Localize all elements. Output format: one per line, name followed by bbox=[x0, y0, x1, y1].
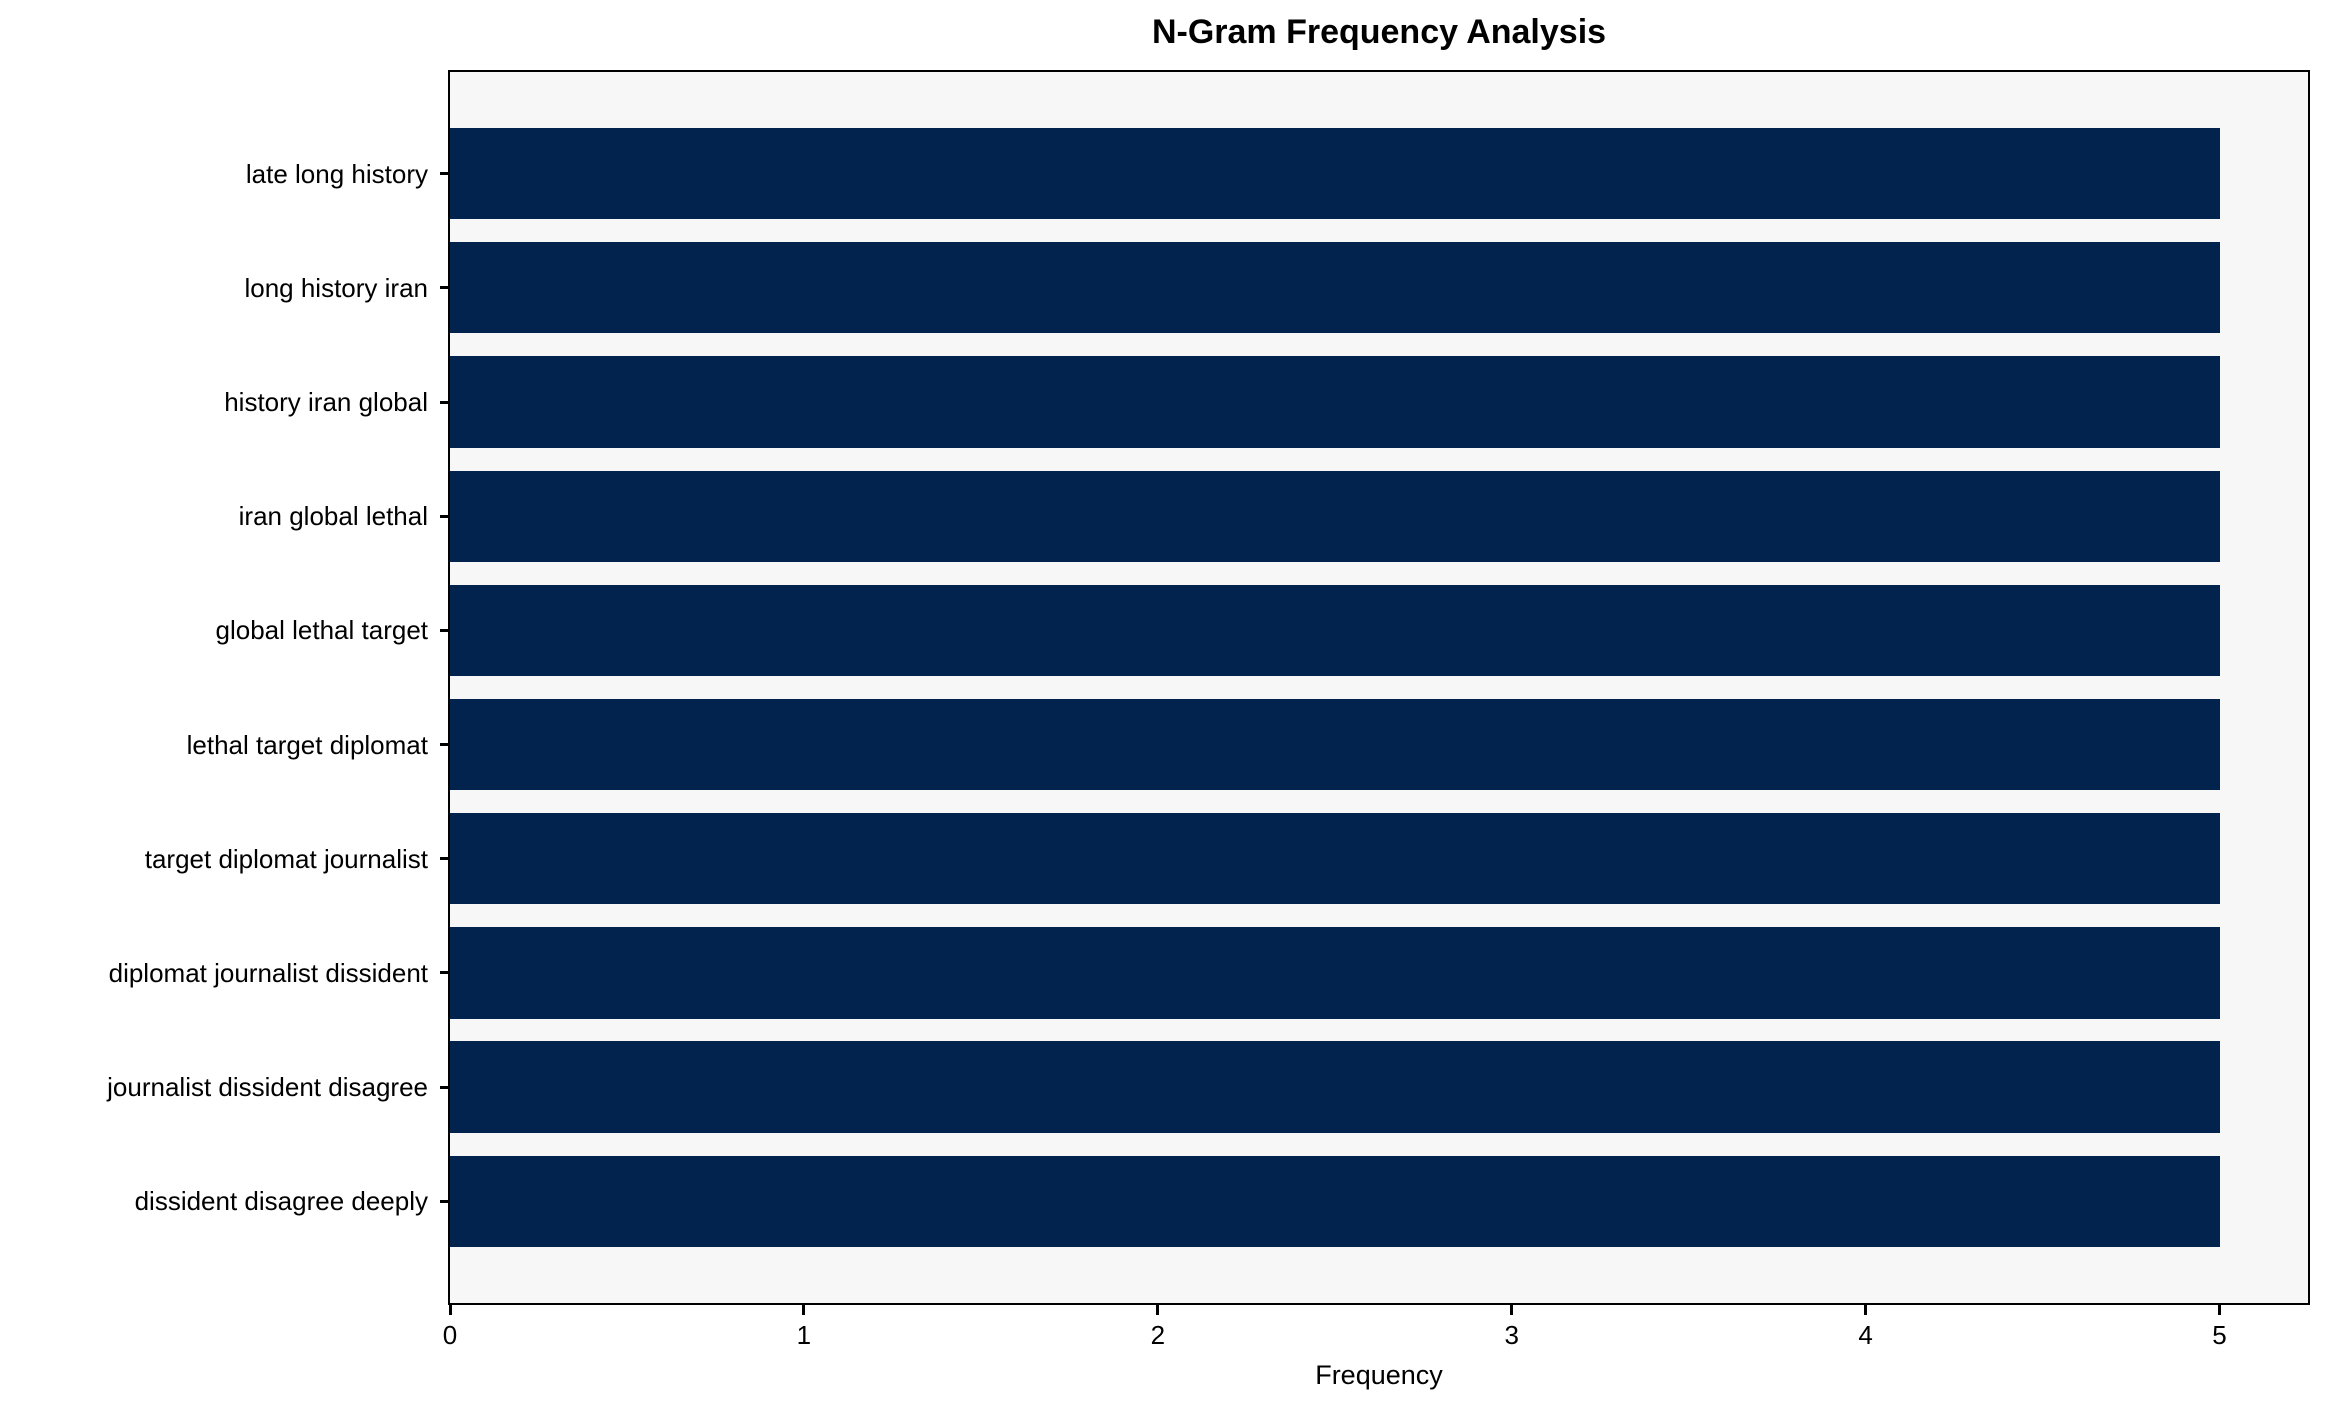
x-tick-label: 1 bbox=[796, 1320, 812, 1350]
x-tick-mark bbox=[1510, 1303, 1514, 1315]
bar bbox=[450, 584, 2220, 677]
y-tick-label: global lethal target bbox=[215, 615, 428, 646]
chart-title: N-Gram Frequency Analysis bbox=[1151, 13, 1607, 51]
y-tick-mark bbox=[440, 286, 450, 290]
bar bbox=[450, 470, 2220, 562]
y-tick-mark bbox=[440, 743, 450, 747]
y-tick-mark bbox=[440, 514, 450, 518]
y-tick-label: lethal target diplomat bbox=[186, 729, 428, 760]
y-tick-mark bbox=[440, 971, 450, 975]
x-tick-label: 0 bbox=[442, 1320, 458, 1350]
y-tick-label: target diplomat journalist bbox=[144, 843, 428, 874]
x-tick-mark bbox=[1864, 1303, 1868, 1315]
y-tick-label: iran global lethal bbox=[238, 501, 428, 532]
y-tick-label: diplomat journalist dissident bbox=[108, 957, 428, 988]
y-tick-mark bbox=[440, 1085, 450, 1089]
x-tick-mark bbox=[448, 1303, 452, 1315]
bar bbox=[450, 1155, 2220, 1248]
x-tick-label: 3 bbox=[1504, 1320, 1519, 1350]
y-tick-mark bbox=[440, 628, 450, 632]
bar bbox=[450, 927, 2220, 1019]
x-tick-label: 5 bbox=[2212, 1320, 2227, 1350]
y-tick-mark bbox=[440, 1199, 450, 1203]
y-tick-label: long history iran bbox=[244, 272, 428, 303]
bar bbox=[450, 1041, 2220, 1133]
bar bbox=[450, 356, 2220, 448]
bar bbox=[450, 813, 2220, 905]
x-tick-mark bbox=[2218, 1303, 2222, 1315]
y-tick-label: journalist dissident disagree bbox=[107, 1072, 428, 1103]
bar bbox=[450, 698, 2220, 791]
y-tick-mark bbox=[440, 400, 450, 404]
x-tick-label: 2 bbox=[1150, 1320, 1166, 1350]
x-tick-label: 4 bbox=[1858, 1320, 1873, 1350]
y-tick-label: history iran global bbox=[224, 387, 428, 418]
bar bbox=[450, 127, 2220, 220]
y-tick-label: late long history bbox=[245, 158, 428, 189]
y-tick-mark bbox=[440, 172, 450, 176]
x-axis-title: Frequency bbox=[1315, 1360, 1443, 1390]
x-tick-mark bbox=[1156, 1303, 1160, 1315]
y-tick-label: dissident disagree deeply bbox=[134, 1186, 428, 1217]
bar bbox=[450, 242, 2220, 334]
y-tick-mark bbox=[440, 857, 450, 861]
x-tick-mark bbox=[802, 1303, 806, 1315]
